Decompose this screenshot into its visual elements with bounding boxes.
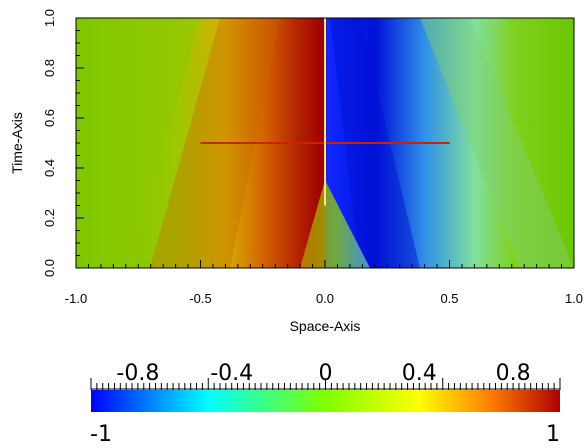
colorbar: -0.8 -0.4 0 0.4 0.8 -1 1 — [90, 361, 561, 447]
rarefaction-fan — [300, 180, 370, 268]
x-tick-label: 0.5 — [440, 291, 458, 306]
y-tick-label: 0.2 — [42, 209, 57, 227]
colorbar-labels: -0.8 -0.4 0 0.4 0.8 — [116, 361, 530, 386]
colorbar-min-label: -1 — [90, 422, 112, 447]
y-tick-label: 0.8 — [42, 59, 57, 77]
colorbar-ticks — [90, 378, 561, 390]
colorbar-tick-label: 0.4 — [402, 361, 437, 386]
x-axis-label: Space-Axis — [290, 318, 361, 334]
y-tick-label: 0.4 — [42, 159, 57, 177]
y-tick-label: 1.0 — [42, 9, 57, 27]
y-axis-label: Time-Axis — [9, 112, 25, 174]
x-axis: -1.0 -0.5 0.0 0.5 1.0 — [65, 260, 583, 306]
plot-area — [75, 17, 575, 269]
colorbar-tick-label: 0.8 — [496, 361, 531, 386]
y-tick-label: 0.0 — [42, 259, 57, 277]
x-tick-label: -1.0 — [65, 291, 87, 306]
x-tick-label: 1.0 — [565, 291, 583, 306]
colorbar-gradient — [91, 390, 560, 412]
colorbar-tick-label: -0.4 — [210, 361, 253, 386]
x-tick-label: -0.5 — [189, 291, 211, 306]
y-axis: 0.0 0.2 0.4 0.6 0.8 1.0 — [42, 9, 84, 277]
y-tick-label: 0.6 — [42, 109, 57, 127]
x-tick-label: 0.0 — [316, 291, 334, 306]
colorbar-max-label: 1 — [546, 422, 560, 447]
colorbar-tick-label: -0.8 — [116, 361, 159, 386]
colorbar-tick-label: 0 — [319, 361, 333, 386]
